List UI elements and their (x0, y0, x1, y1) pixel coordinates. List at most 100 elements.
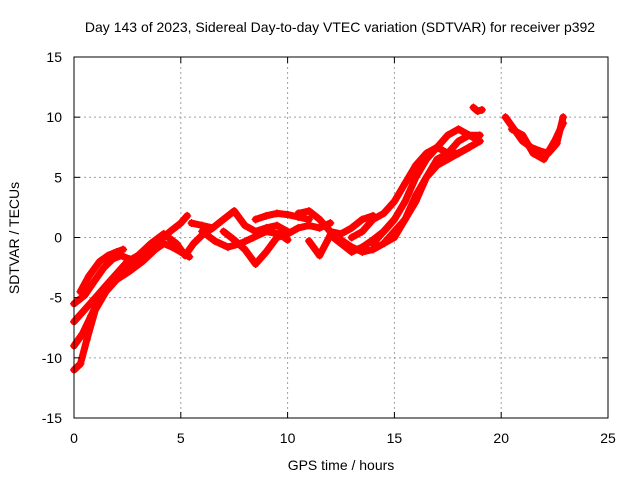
y-tick-label: 0 (54, 230, 62, 246)
data-point (294, 223, 303, 232)
data-point (230, 207, 239, 216)
data-point (501, 113, 510, 122)
data-point (219, 227, 228, 236)
data-point (550, 137, 559, 146)
data-point (304, 215, 313, 224)
data-point (95, 257, 104, 266)
data-point (358, 227, 367, 236)
data-point (176, 219, 185, 228)
data-point (433, 143, 442, 152)
y-tick-label: -15 (42, 410, 62, 426)
series-layer (70, 103, 568, 374)
data-point (465, 131, 474, 140)
data-point (401, 215, 410, 224)
data-point (219, 215, 228, 224)
data-point (454, 125, 463, 134)
series-track-7 (188, 207, 292, 235)
data-point (315, 223, 324, 232)
data-point (443, 131, 452, 140)
data-point (475, 137, 484, 146)
x-tick-label: 10 (280, 430, 296, 446)
y-tick-label: 15 (46, 49, 62, 65)
data-point (507, 125, 516, 134)
data-point (454, 149, 463, 158)
data-point (76, 359, 85, 368)
data-point (82, 335, 91, 344)
data-point (272, 233, 281, 242)
data-point (401, 179, 410, 188)
data-point (454, 137, 463, 146)
data-point (223, 243, 232, 252)
data-point (390, 215, 399, 224)
data-point (422, 155, 431, 164)
data-point (358, 247, 367, 256)
data-point (477, 105, 486, 114)
data-point (539, 155, 548, 164)
series-track-19 (508, 119, 567, 163)
data-point (422, 173, 431, 182)
data-point (433, 155, 442, 164)
series-track-6 (134, 224, 217, 259)
series-track-16 (380, 137, 484, 247)
data-point (369, 239, 378, 248)
data-point (112, 247, 121, 256)
data-point (91, 293, 100, 302)
data-point (262, 211, 271, 220)
data-point (390, 233, 399, 242)
data-point (283, 229, 292, 238)
chart-title: Day 143 of 2023, Sidereal Day-to-day VTE… (85, 19, 595, 35)
data-point (411, 161, 420, 170)
data-point (102, 281, 111, 290)
y-tick-label: -10 (42, 350, 62, 366)
y-tick-label: 10 (46, 109, 62, 125)
data-point (210, 237, 219, 246)
data-point (379, 227, 388, 236)
data-point (443, 149, 452, 158)
data-point (390, 197, 399, 206)
data-point (80, 305, 89, 314)
data-point (347, 243, 356, 252)
ticks (73, 56, 609, 419)
data-point (272, 209, 281, 218)
data-point (358, 215, 367, 224)
x-tick-label: 5 (177, 430, 185, 446)
data-point (112, 269, 121, 278)
data-point (230, 235, 239, 244)
data-point (518, 131, 527, 140)
data-point (198, 227, 207, 236)
data-point (76, 287, 85, 296)
data-point (272, 221, 281, 230)
data-point (134, 251, 143, 260)
x-tick-label: 25 (600, 430, 616, 446)
data-point (181, 251, 190, 260)
data-point (159, 229, 168, 238)
data-point (473, 107, 482, 116)
data-point (559, 119, 568, 128)
data-point (411, 173, 420, 182)
x-tick-label: 20 (493, 430, 509, 446)
data-point (125, 255, 134, 264)
data-point (401, 197, 410, 206)
data-point (315, 215, 324, 224)
data-point (283, 210, 292, 219)
data-point (304, 207, 313, 216)
data-point (465, 143, 474, 152)
data-point (187, 219, 196, 228)
data-point (347, 223, 356, 232)
data-point (183, 211, 192, 220)
data-point (87, 311, 96, 320)
data-point (166, 227, 175, 236)
x-tick-labels: 0 5 10 15 20 25 (70, 430, 616, 446)
data-point (326, 231, 335, 240)
data-point (304, 237, 313, 246)
data-point (379, 209, 388, 218)
data-point (262, 247, 271, 256)
data-point (240, 221, 249, 230)
data-point (337, 235, 345, 244)
data-point (172, 239, 181, 248)
data-point (208, 223, 217, 232)
data-point (104, 251, 113, 260)
y-tick-labels: -15 -10 -5 0 5 10 15 (42, 49, 62, 426)
data-point (134, 259, 143, 268)
